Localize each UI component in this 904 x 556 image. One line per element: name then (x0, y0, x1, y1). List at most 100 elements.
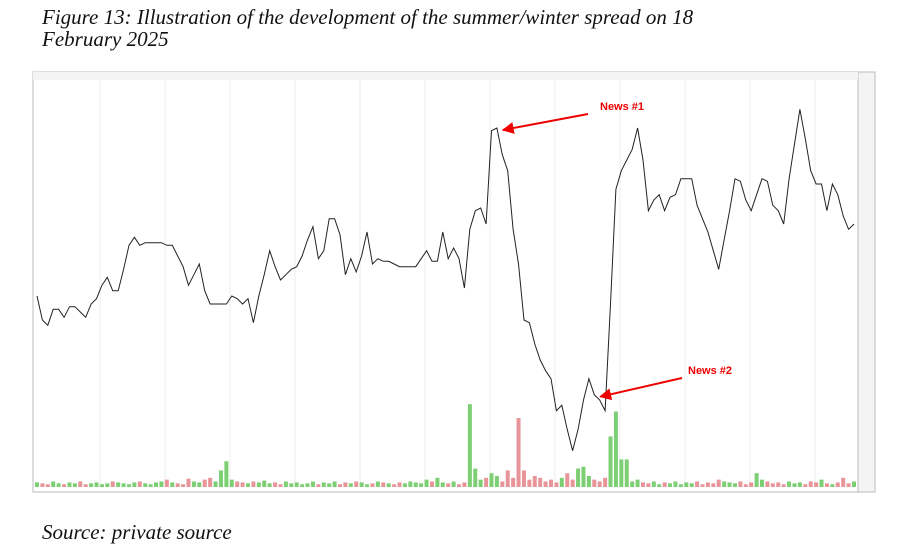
volume-bar (132, 482, 137, 487)
volume-bar (841, 477, 846, 487)
volume-bar (608, 436, 613, 487)
volume-bar (462, 482, 467, 487)
source-note: Source: private source (42, 520, 232, 544)
volume-bar (89, 483, 94, 487)
volume-bar (159, 481, 164, 487)
volume-bar (689, 483, 694, 487)
volume-bar (300, 484, 305, 487)
volume-bar (646, 483, 651, 487)
volume-bar (738, 481, 743, 487)
volume-bar (457, 484, 462, 487)
volume-bar (240, 482, 245, 487)
volume-bar (337, 484, 342, 487)
volume-bar (181, 484, 186, 487)
annotation: News #2 (688, 365, 732, 377)
volume-bar (651, 481, 656, 487)
volume-bar (484, 477, 489, 487)
volume-bar (451, 481, 456, 487)
volume-bar (657, 484, 662, 487)
volume-bar (197, 482, 202, 487)
volume-bar (359, 482, 364, 487)
volume-bar (83, 484, 88, 487)
volume-bar (175, 483, 180, 487)
volume-bar (711, 483, 716, 487)
volume-bar (413, 482, 418, 487)
volume-bar (705, 482, 710, 487)
volume-bar (126, 484, 131, 487)
volume-bar (505, 470, 510, 487)
volume-bar (235, 481, 240, 487)
volume-bar (294, 482, 299, 487)
volume-bar (143, 483, 148, 487)
volume-bar (770, 483, 775, 487)
volume-bar (446, 483, 451, 487)
volume-bar (597, 481, 602, 487)
annotation: News #1 (600, 101, 644, 113)
volume-bar (473, 468, 478, 487)
volume-bar (327, 483, 332, 487)
volume-bar (116, 482, 121, 487)
volume-bar (467, 404, 472, 487)
volume-bar (186, 478, 191, 487)
volume-bar (592, 479, 597, 487)
volume-bar (332, 481, 337, 487)
volume-bar (814, 482, 819, 487)
volume-bar (586, 475, 591, 487)
volume-bar (213, 481, 218, 487)
volume-bar (381, 482, 386, 487)
annotation-arrow (599, 377, 683, 401)
volume-bar (673, 481, 678, 487)
volume-bar (835, 482, 840, 487)
volume-bar (570, 479, 575, 487)
volume-bar (852, 481, 856, 487)
volume-bar (549, 479, 554, 487)
volume-bar (310, 481, 315, 487)
volume-bar (35, 482, 39, 487)
volume-bar (164, 479, 169, 487)
volume-bar (72, 483, 77, 487)
volume-bar (170, 482, 175, 487)
volume-bar (494, 475, 499, 487)
volume-bar (824, 483, 829, 487)
volume-bar (765, 481, 770, 487)
volume-bar (754, 473, 759, 487)
volume-bar (819, 479, 824, 487)
volume-bar (218, 470, 223, 487)
volume-bar (803, 484, 808, 487)
volume-bar (808, 481, 813, 487)
volume-bar (603, 477, 608, 487)
chart: News #1 News #2 (32, 71, 876, 493)
volume-bar (716, 479, 721, 487)
volume-bar (760, 479, 765, 487)
volume-bar (500, 481, 505, 487)
volume-bar (792, 483, 797, 487)
annotation-arrow (501, 113, 589, 134)
volume-bar (354, 481, 359, 487)
figure-caption: Figure 13: Illustration of the developme… (42, 5, 694, 51)
volume-bar (56, 483, 61, 487)
volume-bar (343, 482, 348, 487)
volume-bar (776, 482, 781, 487)
volume-bar (630, 481, 635, 487)
volume-bar (208, 477, 213, 487)
volume-bar (62, 484, 67, 487)
volume-bar (440, 482, 445, 487)
volume-bar (321, 482, 326, 487)
volume-bars (35, 404, 856, 487)
volume-bar (749, 482, 754, 487)
volume-bar (370, 483, 375, 487)
volume-bar (110, 481, 115, 487)
volume-bar (316, 484, 321, 487)
volume-bar (727, 482, 732, 487)
volume-bar (283, 481, 288, 487)
volume-bar (386, 483, 391, 487)
volume-bar (743, 484, 748, 487)
volume-bar (305, 483, 310, 487)
volume-bar (478, 479, 483, 487)
volume-bar (511, 477, 516, 487)
volume-bar (619, 459, 624, 487)
volume-bar (365, 484, 370, 487)
volume-bar (348, 483, 353, 487)
volume-bar (94, 482, 99, 487)
plot-frame (32, 71, 876, 493)
